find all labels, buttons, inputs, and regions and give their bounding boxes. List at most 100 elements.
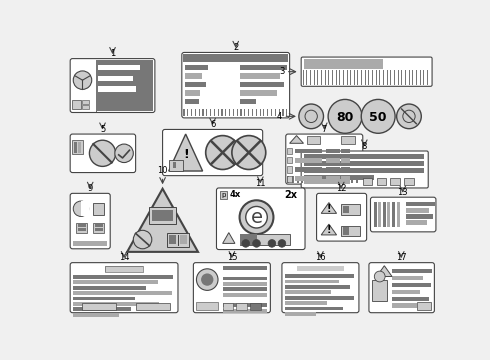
Bar	[185, 90, 200, 95]
Bar	[326, 70, 327, 85]
Bar	[406, 214, 433, 219]
Circle shape	[268, 239, 276, 247]
Bar	[81, 201, 89, 216]
Text: 4x: 4x	[229, 190, 241, 199]
Bar	[242, 65, 287, 70]
Bar	[311, 176, 322, 181]
FancyBboxPatch shape	[217, 188, 305, 249]
Bar	[343, 227, 349, 235]
Bar	[167, 233, 189, 247]
Bar	[425, 70, 426, 85]
Bar	[216, 109, 217, 116]
Bar	[312, 70, 313, 85]
Bar	[322, 176, 323, 183]
Text: 10: 10	[157, 166, 168, 175]
Bar	[78, 224, 82, 227]
Bar	[397, 202, 400, 227]
Bar	[74, 142, 77, 153]
Bar	[185, 73, 202, 78]
Bar	[392, 289, 420, 294]
Bar	[427, 70, 428, 85]
Bar	[208, 109, 209, 116]
Bar	[240, 234, 257, 245]
Bar	[285, 301, 327, 305]
Bar	[212, 109, 213, 116]
Bar	[297, 176, 298, 183]
Bar	[136, 303, 171, 310]
Bar	[242, 90, 276, 95]
Bar	[372, 280, 388, 301]
Bar	[295, 158, 311, 163]
FancyBboxPatch shape	[182, 53, 290, 118]
Bar	[200, 109, 202, 116]
Bar	[178, 235, 179, 246]
Circle shape	[201, 274, 213, 286]
Bar	[95, 228, 98, 231]
Bar	[285, 274, 354, 278]
Bar	[254, 109, 255, 116]
Circle shape	[374, 271, 385, 282]
Bar	[332, 70, 333, 85]
Bar	[300, 176, 301, 183]
Bar	[240, 90, 259, 95]
Bar	[419, 70, 420, 85]
Bar	[97, 60, 153, 111]
Text: 8: 8	[362, 142, 367, 151]
FancyBboxPatch shape	[317, 193, 367, 241]
Bar	[172, 162, 176, 168]
Bar	[74, 307, 131, 311]
Bar	[196, 302, 218, 310]
Bar	[350, 70, 351, 85]
Bar	[326, 176, 340, 181]
Bar	[222, 282, 268, 286]
Polygon shape	[127, 189, 198, 252]
Bar	[326, 167, 340, 172]
Polygon shape	[290, 136, 303, 143]
Bar	[223, 109, 224, 116]
Bar	[383, 70, 384, 85]
Bar	[310, 176, 311, 183]
Bar	[222, 309, 268, 313]
Bar	[342, 176, 343, 183]
Bar	[271, 109, 272, 116]
Bar	[317, 176, 318, 183]
Bar	[392, 269, 432, 274]
Circle shape	[115, 144, 133, 163]
Bar	[374, 70, 375, 85]
Bar	[185, 99, 199, 104]
Bar	[295, 167, 311, 172]
Bar	[418, 70, 419, 85]
Bar	[352, 70, 353, 85]
Bar	[323, 70, 324, 85]
Polygon shape	[377, 266, 392, 276]
Bar	[263, 109, 265, 116]
Bar	[248, 109, 249, 116]
Bar	[74, 241, 107, 247]
Bar	[398, 70, 399, 85]
Bar	[338, 70, 339, 85]
Bar	[74, 275, 173, 279]
Bar	[334, 176, 336, 183]
Bar	[285, 312, 316, 316]
Bar	[183, 54, 288, 62]
Bar	[242, 73, 280, 78]
Bar	[229, 109, 230, 116]
Bar	[218, 109, 219, 116]
Bar	[354, 176, 355, 183]
Bar	[391, 178, 400, 185]
Bar	[76, 222, 87, 233]
Bar	[367, 70, 368, 85]
Bar	[222, 287, 268, 291]
Bar	[74, 291, 172, 295]
Bar	[394, 70, 395, 85]
Text: !: !	[183, 148, 189, 161]
Bar	[222, 271, 268, 275]
Bar	[202, 109, 203, 116]
Bar	[99, 224, 103, 227]
Bar	[389, 70, 390, 85]
Bar	[222, 276, 268, 280]
Bar	[372, 70, 373, 85]
Text: 2x: 2x	[285, 190, 297, 200]
Bar	[368, 70, 369, 85]
FancyBboxPatch shape	[70, 193, 110, 249]
